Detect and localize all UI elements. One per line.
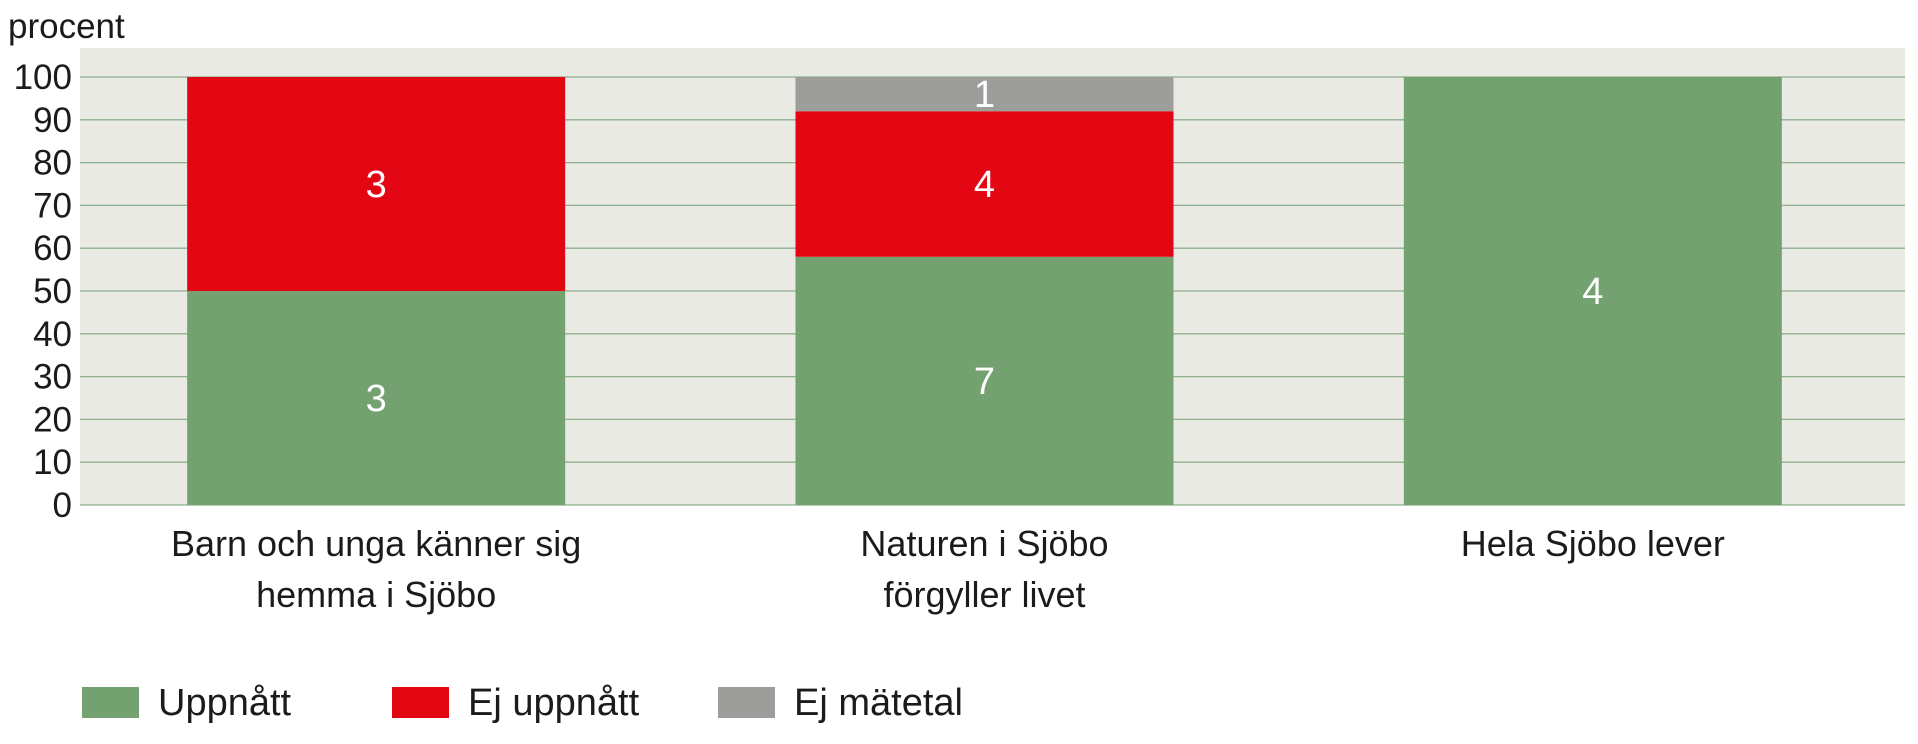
y-tick-label: 40 [33, 315, 72, 354]
bar-segment [795, 111, 1174, 257]
bar-segment [1403, 77, 1782, 505]
bar-value-label: 3 [366, 378, 387, 420]
y-tick-label: 0 [53, 486, 72, 525]
x-tick-label: Barn och unga känner sig hemma i Sjöbo [171, 523, 581, 615]
y-tick-label: 10 [33, 443, 72, 482]
y-axis-label: procent [8, 7, 125, 46]
x-tick-label-line: hemma i Sjöbo [256, 574, 496, 615]
x-tick-label: Hela Sjöbo lever [1461, 523, 1725, 564]
legend-label: Ej mätetal [794, 682, 963, 724]
y-tick-label: 80 [33, 144, 72, 183]
y-tick-label: 50 [33, 272, 72, 311]
legend-label: Uppnått [158, 682, 292, 724]
y-tick-label: 100 [14, 58, 72, 97]
bar-value-label: 1 [974, 74, 995, 116]
x-tick-label: Naturen i Sjöbo förgyller livet [860, 523, 1108, 615]
legend-swatch [82, 687, 139, 718]
bar-value-label: 3 [366, 164, 387, 206]
bar-segment [187, 291, 566, 505]
y-tick-label: 60 [33, 229, 72, 268]
x-tick-label-line: Naturen i Sjöbo [860, 523, 1108, 564]
bar-value-label: 4 [1582, 271, 1603, 313]
y-tick-label: 20 [33, 400, 72, 439]
x-tick-label-line: Hela Sjöbo lever [1461, 523, 1725, 564]
x-tick-label-line: Barn och unga känner sig [171, 523, 581, 564]
bar-segment [795, 256, 1174, 505]
bar-value-label: 4 [974, 164, 995, 206]
legend-label: Ej uppnått [468, 682, 640, 724]
bar-segment [795, 77, 1174, 112]
bar-value-label: 7 [974, 361, 995, 403]
bar-segment [187, 77, 566, 291]
y-tick-label: 30 [33, 358, 72, 397]
x-tick-label-line: förgyller livet [883, 574, 1085, 615]
legend-swatch [718, 687, 775, 718]
legend-swatch [392, 687, 449, 718]
y-tick-label: 70 [33, 186, 72, 225]
y-tick-label: 90 [33, 101, 72, 140]
